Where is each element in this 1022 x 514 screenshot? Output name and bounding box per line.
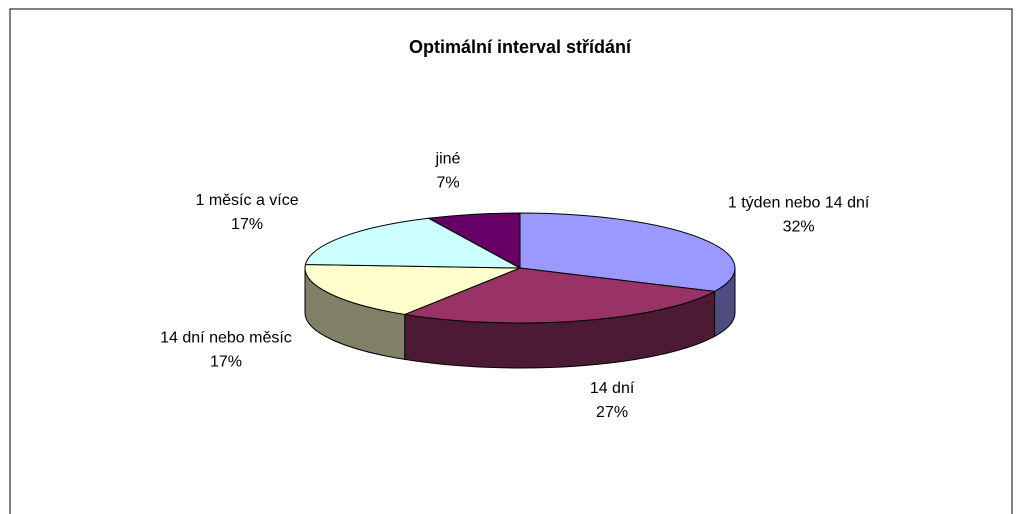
slice-label: jiné xyxy=(435,151,461,168)
slice-label: 14 dní nebo měsíc xyxy=(160,330,292,347)
slice-value-label: 17% xyxy=(231,216,263,233)
slice-value-label: 32% xyxy=(783,219,815,236)
slice-label: 1 měsíc a více xyxy=(195,192,298,209)
chart-title: Optimální interval střídání xyxy=(409,37,632,57)
slice-value-label: 7% xyxy=(436,175,459,192)
slice-value-label: 27% xyxy=(596,404,628,421)
slice xyxy=(402,267,717,324)
slice xyxy=(304,217,521,269)
slice-value-label: 17% xyxy=(210,354,242,371)
slice-label: 14 dní xyxy=(590,380,635,397)
slice xyxy=(304,264,521,315)
frame xyxy=(9,8,1013,514)
slice xyxy=(519,212,736,292)
slice xyxy=(426,212,521,269)
slice-label: 1 týden nebo 14 dní xyxy=(728,195,870,212)
